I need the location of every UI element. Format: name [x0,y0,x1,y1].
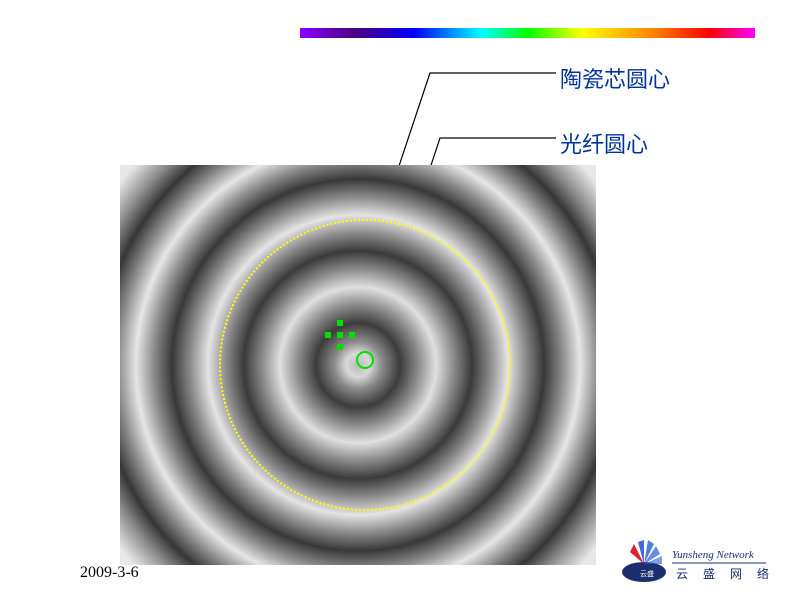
logo-mark-text: 云盛 [640,569,654,578]
spectrum-bar [300,28,755,38]
logo-en-text: Yunsheng Network [672,549,755,561]
label-ceramic-center: 陶瓷芯圆心 [560,62,670,94]
rings-svg [120,165,596,565]
logo-cn-text: 云 盛 网 络 [676,566,770,581]
company-logo: 云盛 Yunsheng Network 云 盛 网 络 [620,538,770,588]
slide-page: 陶瓷芯圆心 光纤圆心 [0,0,800,600]
label-fiber-center: 光纤圆心 [560,127,648,159]
logo-fan-icon [630,540,662,564]
interference-diagram [120,165,596,565]
slide-date: 2009-3-6 [80,564,139,582]
